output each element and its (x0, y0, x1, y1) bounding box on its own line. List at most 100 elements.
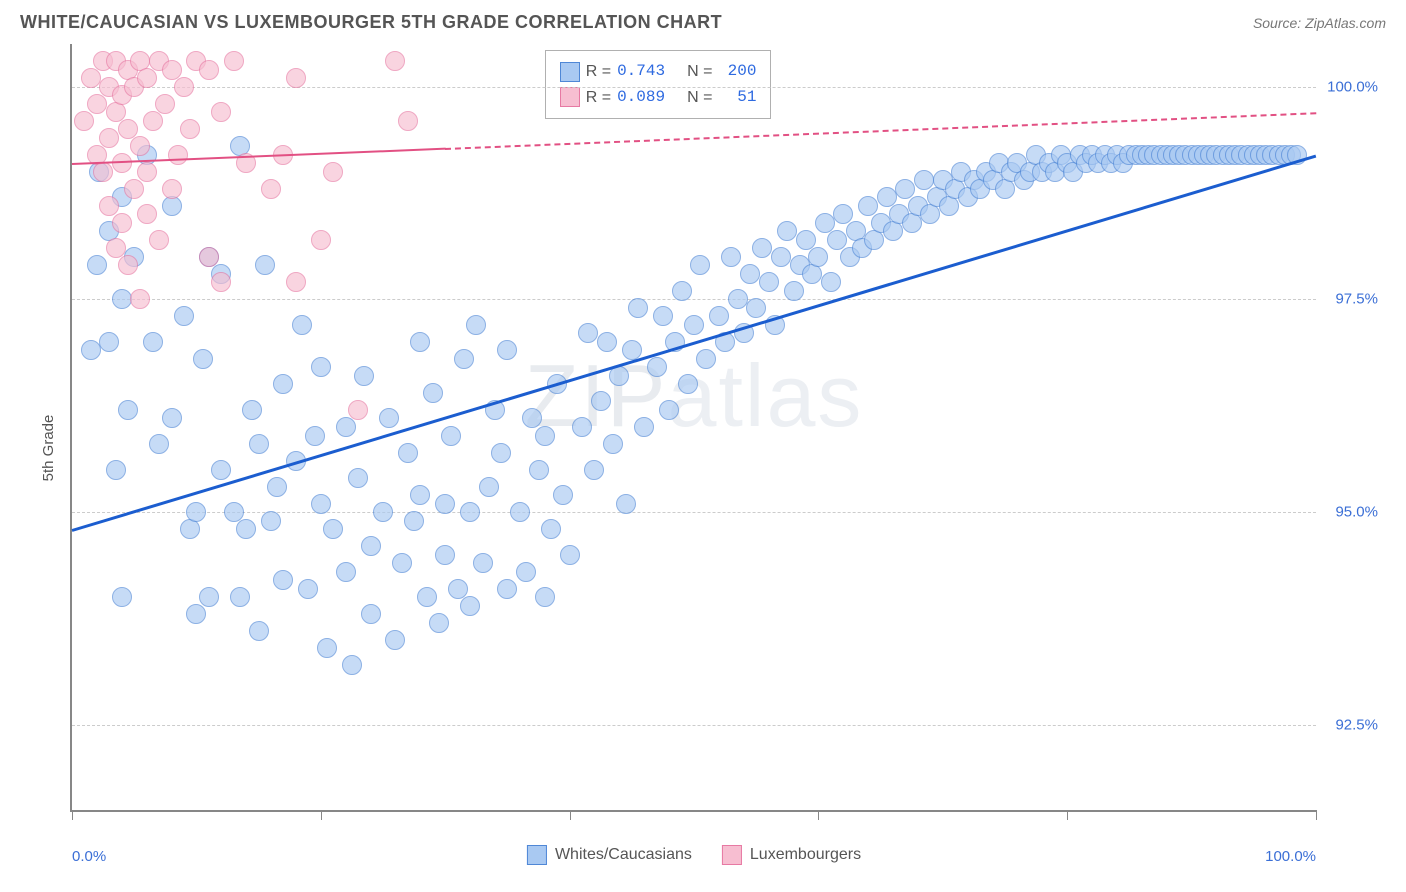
data-point (323, 519, 343, 539)
data-point (273, 570, 293, 590)
data-point (584, 460, 604, 480)
data-point (298, 579, 318, 599)
data-point (709, 306, 729, 326)
data-point (410, 485, 430, 505)
data-point (137, 162, 157, 182)
data-point (392, 553, 412, 573)
data-point (81, 68, 101, 88)
legend-swatch (527, 845, 547, 865)
data-point (336, 417, 356, 437)
data-point (410, 332, 430, 352)
chart-container: 5th Grade ZIPatlas R =0.743N =200R =0.08… (20, 44, 1386, 852)
data-point (647, 357, 667, 377)
data-point (759, 272, 779, 292)
data-point (877, 187, 897, 207)
data-point (286, 68, 306, 88)
data-point (162, 60, 182, 80)
legend-r-value: 0.743 (617, 59, 665, 85)
data-point (827, 230, 847, 250)
data-point (174, 306, 194, 326)
x-tick (818, 810, 819, 820)
data-point (180, 519, 200, 539)
data-point (740, 264, 760, 284)
data-point (516, 562, 536, 582)
data-point (211, 460, 231, 480)
data-point (230, 587, 250, 607)
data-point (361, 604, 381, 624)
chart-title: WHITE/CAUCASIAN VS LUXEMBOURGER 5TH GRAD… (20, 12, 722, 33)
data-point (112, 587, 132, 607)
data-point (553, 485, 573, 505)
data-point (864, 230, 884, 250)
legend-swatch (560, 87, 580, 107)
data-point (193, 349, 213, 369)
data-point (473, 553, 493, 573)
bottom-legend-item: Luxembourgers (722, 845, 861, 865)
legend-row: R =0.743N =200 (560, 59, 757, 85)
gridline-h (72, 725, 1316, 726)
data-point (653, 306, 673, 326)
legend-label: Whites/Caucasians (555, 846, 692, 864)
data-point (348, 400, 368, 420)
data-point (728, 289, 748, 309)
data-point (305, 426, 325, 446)
data-point (361, 536, 381, 556)
data-point (336, 562, 356, 582)
data-point (311, 357, 331, 377)
data-point (902, 213, 922, 233)
data-point (224, 51, 244, 71)
data-point (777, 221, 797, 241)
data-point (441, 426, 461, 446)
data-point (317, 638, 337, 658)
data-point (541, 519, 561, 539)
data-point (510, 502, 530, 522)
y-axis-label: 5th Grade (40, 415, 57, 482)
data-point (224, 502, 244, 522)
data-point (821, 272, 841, 292)
data-point (249, 434, 269, 454)
data-point (429, 613, 449, 633)
data-point (497, 340, 517, 360)
data-point (491, 443, 511, 463)
data-point (815, 213, 835, 233)
data-point (137, 204, 157, 224)
data-point (118, 119, 138, 139)
data-point (74, 111, 94, 131)
data-point (578, 323, 598, 343)
data-point (808, 247, 828, 267)
data-point (273, 374, 293, 394)
data-point (99, 332, 119, 352)
data-point (137, 68, 157, 88)
trend-line (72, 155, 1317, 532)
data-point (211, 102, 231, 122)
data-point (87, 255, 107, 275)
data-point (628, 298, 648, 318)
x-tick (321, 810, 322, 820)
data-point (939, 196, 959, 216)
data-point (186, 604, 206, 624)
data-point (118, 255, 138, 275)
data-point (199, 247, 219, 267)
data-point (560, 545, 580, 565)
data-point (162, 408, 182, 428)
gridline-h (72, 87, 1316, 88)
data-point (895, 179, 915, 199)
data-point (435, 494, 455, 514)
data-point (529, 460, 549, 480)
data-point (696, 349, 716, 369)
data-point (130, 289, 150, 309)
data-point (678, 374, 698, 394)
data-point (143, 332, 163, 352)
data-point (914, 170, 934, 190)
data-point (149, 434, 169, 454)
data-point (199, 60, 219, 80)
x-tick-label: 100.0% (1265, 848, 1316, 865)
data-point (106, 460, 126, 480)
data-point (385, 630, 405, 650)
x-tick-label: 0.0% (72, 848, 106, 865)
data-point (112, 289, 132, 309)
data-point (323, 162, 343, 182)
data-point (690, 255, 710, 275)
data-point (348, 468, 368, 488)
x-tick (1067, 810, 1068, 820)
